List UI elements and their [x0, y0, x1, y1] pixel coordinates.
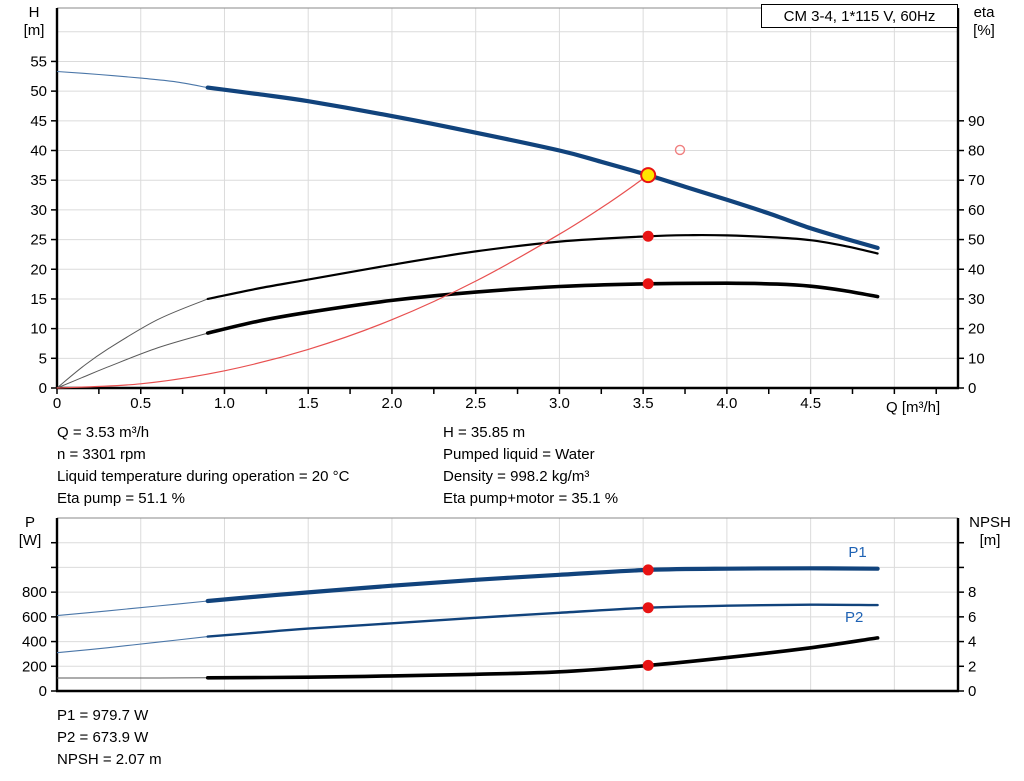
pump-model-label: CM 3-4, 1*115 V, 60Hz: [783, 7, 936, 25]
right-tick-label: 20: [968, 321, 985, 338]
right-tick-label: 70: [968, 172, 985, 189]
p-axis-label: P [W]: [18, 514, 42, 549]
npsh-duty-dot: [642, 659, 654, 671]
x-tick-label: 3.5: [633, 395, 654, 412]
pump-model-box: CM 3-4, 1*115 V, 60Hz: [761, 4, 958, 28]
h-curve: [205, 85, 880, 250]
right-tick-label: 40: [968, 261, 985, 278]
p1-duty-dot: [642, 564, 654, 576]
x-tick-label: 1.5: [298, 395, 319, 412]
duty-point[interactable]: [640, 167, 657, 184]
left-tick-label: 30: [30, 202, 47, 219]
right-tick-label: 0: [968, 683, 976, 700]
p2-value-label: P2 = 673.9 W: [57, 729, 149, 746]
eta-pump-curve-lead-in: [56, 298, 208, 389]
left-tick-label: 45: [30, 113, 47, 130]
right-tick-label: 6: [968, 609, 976, 626]
eta-pump-motor-curve: [205, 281, 880, 335]
x-tick-label: 1.0: [214, 395, 235, 412]
x-tick-label: 4.0: [716, 395, 737, 412]
right-tick-label: 90: [968, 113, 985, 130]
operating-point-right-block: H = 35.85 m Pumped liquid = Water Densit…: [443, 422, 618, 510]
x-tick-label: 4.5: [800, 395, 821, 412]
npsh-value-label: NPSH = 2.07 m: [57, 751, 162, 768]
p2-curve: [206, 603, 879, 638]
p1-curve-lead-in: [56, 600, 208, 617]
npsh-curve: [205, 636, 880, 680]
eta-pump-motor-value-label: Eta pump+motor = 35.1 %: [443, 490, 619, 507]
left-tick-label: 35: [30, 172, 47, 189]
left-tick-label: 800: [22, 584, 47, 601]
left-tick-label: 15: [30, 291, 47, 308]
liquid-temperature-label: Liquid temperature during operation = 20…: [57, 468, 350, 485]
speed-value-label: n = 3301 rpm: [57, 446, 146, 463]
right-tick-label: 50: [968, 232, 985, 249]
right-tick-label: 2: [968, 658, 976, 675]
p2-curve-lead-in: [56, 636, 208, 654]
x-tick-label: 2.5: [465, 395, 486, 412]
eta-pump-motor-curve-lead-in: [56, 332, 208, 389]
power-npsh-chart[interactable]: 0 200 400 600 800 0 2 4 6 8 P1 P2: [22, 517, 976, 700]
h-curve-lead-in: [56, 70, 208, 89]
hq-chart[interactable]: 0 0.5 1.0 1.5 2.0 2.5 3.0 3.5 4.0 4.5 0 5 10 15 20 25 30…: [30, 7, 985, 412]
right-tick-label: 30: [968, 291, 985, 308]
eta-pump-motor-duty-dot: [642, 278, 654, 290]
h-value-label: H = 35.85 m: [443, 424, 526, 441]
q-axis-unit-label: Q [m³/h]: [886, 399, 941, 416]
x-tick-label: 0.5: [130, 395, 151, 412]
eta-pump-value-label: Eta pump = 51.1 %: [57, 490, 185, 507]
left-tick-label: 40: [30, 143, 47, 160]
p1-value-label: P1 = 979.7 W: [57, 707, 149, 724]
left-tick-label: 20: [30, 261, 47, 278]
left-tick-label: 600: [22, 609, 47, 626]
pumped-liquid-label: Pumped liquid = Water: [443, 446, 595, 463]
h-axis-label: H [m]: [23, 4, 45, 39]
p2-duty-dot: [642, 602, 654, 614]
left-tick-label: 10: [30, 321, 47, 338]
eta-axis-label: eta [%]: [973, 4, 995, 39]
density-value-label: Density = 998.2 kg/m³: [443, 468, 590, 485]
requested-duty-point: [674, 144, 686, 156]
left-tick-label: 50: [30, 83, 47, 100]
left-tick-label: 200: [22, 658, 47, 675]
left-tick-label: 0: [39, 380, 47, 397]
right-tick-label: 0: [968, 380, 976, 397]
p2-curve-label: P2: [845, 609, 863, 626]
right-tick-label: 60: [968, 202, 985, 219]
left-tick-label: 400: [22, 634, 47, 651]
right-tick-label: 8: [968, 584, 976, 601]
operating-point-left-block: Q = 3.53 m³/h n = 3301 rpm Liquid temper…: [57, 422, 349, 510]
system-curve: [56, 174, 649, 389]
q-value-label: Q = 3.53 m³/h: [57, 424, 150, 441]
left-tick-label: 0: [39, 683, 47, 700]
p1-curve-label: P1: [848, 544, 866, 561]
eta-pump-duty-dot: [642, 230, 654, 242]
right-tick-label: 4: [968, 634, 976, 651]
left-tick-label: 55: [30, 53, 47, 70]
eta-pump-curve: [206, 233, 879, 300]
left-tick-label: 25: [30, 232, 47, 249]
left-tick-label: 5: [39, 350, 47, 367]
x-tick-label: 0: [53, 395, 61, 412]
power-npsh-block: P1 = 979.7 W P2 = 673.9 W NPSH = 2.07 m: [57, 705, 162, 771]
right-tick-label: 80: [968, 143, 985, 160]
x-tick-label: 2.0: [382, 395, 403, 412]
x-tick-label: 3.0: [549, 395, 570, 412]
right-tick-label: 10: [968, 350, 985, 367]
p1-curve: [205, 566, 880, 604]
npsh-axis-label: NPSH [m]: [969, 514, 1011, 549]
